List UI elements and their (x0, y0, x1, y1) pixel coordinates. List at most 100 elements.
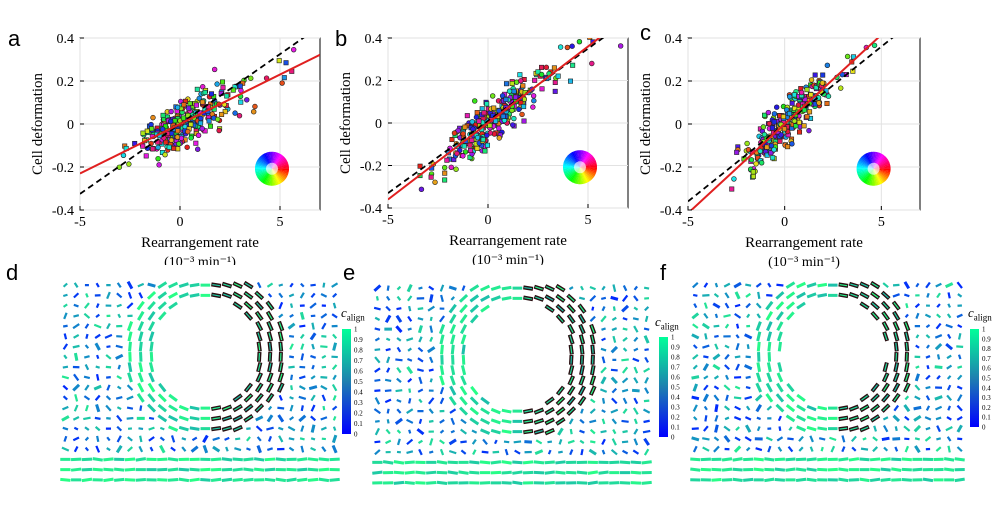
director-segment (278, 283, 284, 287)
director-core (169, 426, 177, 431)
director-core (535, 429, 543, 434)
director-core (893, 312, 899, 320)
scatter-point (801, 107, 807, 113)
director-core (871, 282, 879, 288)
director-segment (882, 416, 889, 421)
director-segment (714, 282, 719, 288)
director-core (712, 478, 721, 481)
director-segment (610, 408, 619, 414)
scatter-point (801, 123, 807, 129)
scatter-point (219, 111, 225, 117)
director-segment (829, 436, 837, 442)
director-core (278, 322, 283, 330)
director-segment (278, 426, 284, 431)
director-segment (913, 414, 922, 422)
director-core (460, 397, 467, 405)
director-segment (62, 405, 69, 411)
director-core (394, 481, 404, 484)
director-segment (234, 447, 242, 452)
director-segment (956, 416, 963, 421)
scatter-point (576, 38, 583, 45)
y-axis-label: Cell deformation (638, 72, 654, 175)
director-segment (744, 364, 753, 371)
scatter-point (518, 78, 524, 84)
director-segment (633, 306, 639, 311)
director-core (492, 409, 500, 414)
director-segment (62, 282, 68, 288)
director-core (480, 461, 490, 464)
director-core (223, 416, 231, 421)
director-core (545, 461, 554, 464)
scatter-point (283, 60, 289, 66)
director-segment (914, 303, 921, 309)
director-core (255, 458, 264, 461)
director-segment (723, 425, 731, 432)
director-segment (428, 285, 435, 291)
director-segment (311, 343, 315, 350)
colorbar-tick-label: 0.3 (671, 404, 680, 412)
scatter-point (198, 115, 204, 122)
scatter-point (758, 160, 765, 166)
scatter-point (252, 103, 258, 110)
x-axis-label: Rearrangement rate (141, 235, 259, 251)
director-segment (713, 293, 720, 298)
director-core (839, 478, 848, 482)
director-core (150, 363, 154, 372)
director-core (149, 322, 154, 330)
director-segment (116, 414, 123, 422)
director-core (787, 405, 794, 411)
scatter-point (808, 77, 815, 83)
scatter-point (761, 131, 768, 138)
director-core (440, 325, 444, 333)
director-core (757, 342, 760, 351)
director-core (180, 406, 188, 411)
director-segment (621, 294, 629, 302)
colorbar-tick-label: 0.7 (671, 364, 680, 372)
director-core (278, 383, 283, 392)
director-segment (632, 407, 639, 415)
director-segment (266, 426, 274, 431)
director-core (569, 335, 573, 344)
director-segment (267, 293, 273, 298)
director-core (871, 415, 879, 421)
director-core (902, 458, 911, 461)
director-segment (428, 408, 434, 414)
director-core (849, 458, 859, 461)
director-segment (692, 323, 699, 329)
director-core (491, 419, 500, 424)
director-segment (589, 315, 596, 322)
colorbar-e: 1 0.9 0.8 0.7 0.6 0.5 0.4 0.3 0.2 0.1 0 (659, 334, 680, 442)
director-segment (724, 323, 730, 329)
director-segment (600, 366, 607, 374)
director-segment (427, 346, 436, 354)
scatter-point (432, 179, 438, 185)
director-segment (396, 438, 401, 446)
director-segment (374, 440, 381, 444)
director-core (535, 286, 543, 290)
scatter-point (116, 164, 123, 170)
scatter-point (780, 114, 786, 120)
director-segment (429, 316, 433, 322)
director-segment (580, 448, 584, 456)
director-core (722, 458, 732, 461)
director-segment (691, 427, 699, 430)
director-segment (914, 373, 920, 382)
director-segment (310, 447, 317, 452)
director-segment (925, 355, 931, 359)
director-segment (703, 384, 709, 391)
director-segment (278, 301, 284, 310)
scatter-point (825, 93, 832, 99)
director-core (766, 312, 772, 320)
director-segment (735, 363, 740, 371)
director-segment (632, 357, 640, 363)
director-core (460, 305, 467, 312)
scatter-point (209, 91, 215, 97)
director-segment (310, 404, 316, 412)
scatter-point (174, 134, 181, 140)
director-core (245, 302, 252, 309)
x-tick-label: 0 (781, 215, 788, 230)
director-segment (503, 440, 510, 444)
director-core (620, 461, 630, 464)
director-segment (396, 398, 402, 403)
director-core (148, 394, 155, 402)
